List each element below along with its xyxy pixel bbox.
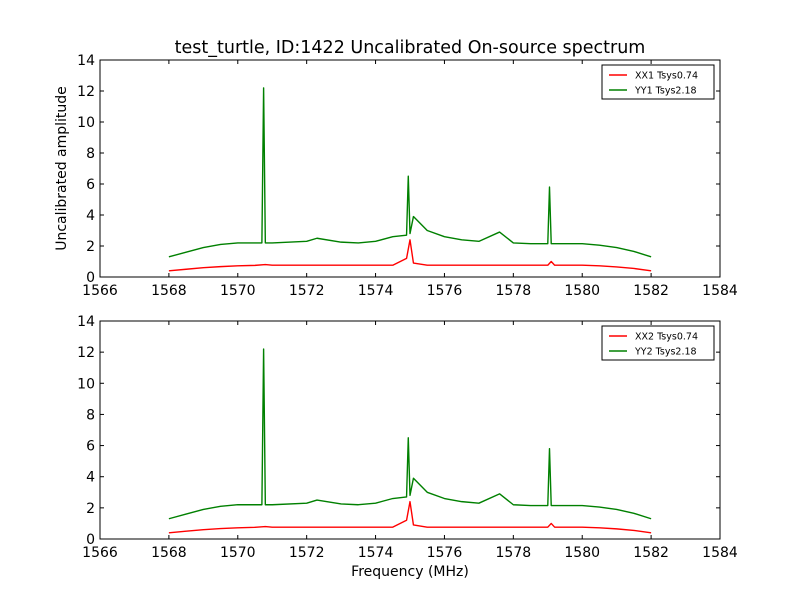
x-tick-label: 1574: [358, 283, 394, 299]
x-tick-label: 1574: [358, 545, 394, 561]
x-tick-label: 1566: [82, 283, 118, 299]
plot-frame: [99, 320, 721, 540]
legend: XX1 Tsys0.74 YY1 Tsys2.18: [601, 64, 715, 100]
x-tick-label: 1570: [220, 545, 256, 561]
y-tick-label: 6: [86, 177, 95, 193]
legend: XX2 Tsys0.74 YY2 Tsys2.18: [601, 325, 715, 361]
y-tick-label: 12: [77, 345, 95, 361]
y-tick-label: 8: [86, 146, 95, 162]
x-tick-label: 1582: [633, 283, 669, 299]
panel-1: 1566 1568 1570 1572 1574 1576 1578 1580 1582 1584…: [54, 53, 738, 299]
y-tick-label: 8: [86, 407, 95, 423]
x-tick-label: 1568: [151, 283, 187, 299]
x-tick-label: 1572: [289, 283, 325, 299]
x-tick-label: 1568: [151, 545, 187, 561]
plot-frame: [99, 59, 721, 278]
x-tick-label: 1580: [564, 545, 600, 561]
panel-2: 1566 1568 1570 1572 1574 1576 1578 1580 1582 1584…: [77, 314, 738, 580]
y-tick-label: 12: [77, 84, 95, 100]
x-tick-label: 1578: [496, 545, 532, 561]
series-line-2-1: [168, 500, 652, 534]
figure-title: test_turtle, ID:1422 Uncalibrated On-sou…: [175, 38, 646, 58]
y-tick-label: 0: [86, 270, 95, 286]
x-tick-label: 1584: [702, 545, 738, 561]
x-tick-label: 1570: [220, 283, 256, 299]
y-tick-label: 10: [77, 376, 95, 392]
legend-box: [601, 64, 715, 100]
legend-label: YY2 Tsys2.18: [634, 347, 697, 358]
plot-panels: 1566 1568 1570 1572 1574 1576 1578 1580 1582 1584…: [54, 53, 738, 580]
x-tick-label: 1576: [427, 545, 463, 561]
y-tick-label: 6: [86, 439, 95, 455]
x-tick-label: 1576: [427, 283, 463, 299]
series-line-1-1: [168, 239, 652, 272]
legend-label: XX2 Tsys0.74: [635, 332, 698, 343]
y-tick-label: 4: [86, 208, 95, 224]
y-tick-label: 2: [86, 501, 95, 517]
x-tick-label: 1580: [564, 283, 600, 299]
x-tick-label: 1584: [702, 283, 738, 299]
legend-label: XX1 Tsys0.74: [635, 71, 698, 82]
y-tick-label: 14: [77, 314, 95, 330]
x-tick-label: 1582: [633, 545, 669, 561]
legend-label: YY1 Tsys2.18: [634, 86, 697, 97]
x-tick-label: 1566: [82, 545, 118, 561]
x-tick-label: 1572: [289, 545, 325, 561]
legend-box: [601, 325, 715, 361]
y-tick-label: 2: [86, 239, 95, 255]
y-tick-label: 14: [77, 53, 95, 69]
series-line-1-2: [168, 87, 652, 258]
y-axis-label: Uncalibrated amplitude: [54, 86, 70, 251]
y-tick-label: 4: [86, 470, 95, 486]
y-tick-label: 10: [77, 115, 95, 131]
series-line-2-2: [168, 348, 652, 520]
x-tick-label: 1578: [496, 283, 532, 299]
x-axis-label: Frequency (MHz): [351, 564, 469, 580]
y-tick-label: 0: [86, 532, 95, 548]
